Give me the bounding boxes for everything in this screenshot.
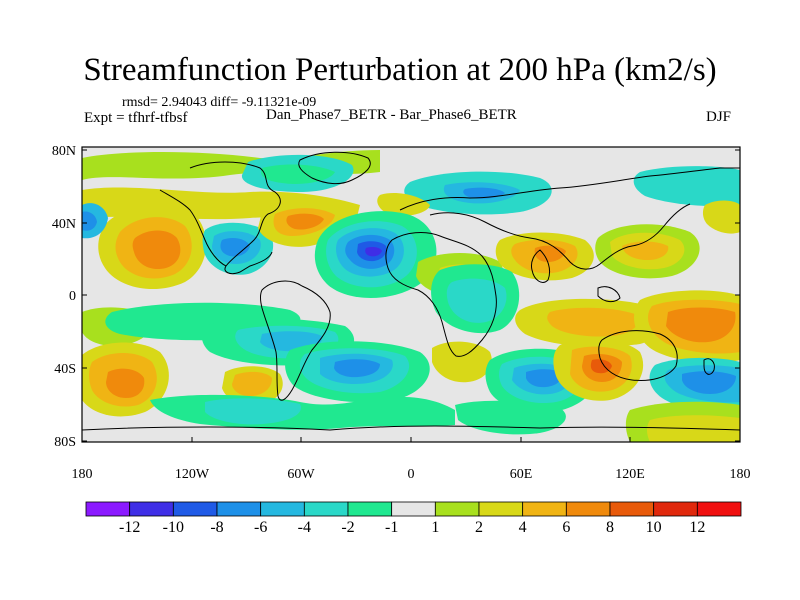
colorbar-swatch [653, 501, 698, 517]
contour-patch [82, 211, 97, 231]
contour-patch [432, 341, 492, 383]
colorbar-label: -10 [163, 519, 184, 536]
colorbar-label: 6 [562, 519, 570, 536]
lat-label: 0 [69, 289, 76, 304]
lat-label: 80N [52, 144, 76, 159]
colorbar-label: 1 [431, 519, 439, 536]
lat-labels: 80N 40N 0 40S 80S [52, 144, 76, 450]
contour-patch [260, 164, 335, 184]
colorbar-label: -1 [385, 519, 398, 536]
contour-patch [220, 238, 250, 257]
africa-coast [385, 232, 497, 357]
colorbar-label: -12 [119, 519, 140, 536]
colorbar-label: -8 [210, 519, 223, 536]
contour-patch [377, 193, 430, 216]
lat-label: 40N [52, 217, 76, 232]
rmsd-diff-stats: rmsd= 2.94043 diff= -9.11321e-09 [122, 95, 317, 110]
contour-patch [380, 147, 740, 179]
lon-label: 120W [175, 467, 210, 482]
contour-patch [132, 230, 181, 270]
contour-patch [590, 359, 612, 374]
contour-patch [702, 200, 740, 234]
new-zealand-coast [703, 358, 715, 375]
colorbar-label: 2 [475, 519, 483, 536]
contour-patch [334, 359, 380, 378]
australia-coast [598, 330, 678, 381]
contour-patch [232, 371, 272, 397]
contour-patch [205, 398, 301, 425]
colorbar-label: 12 [689, 519, 705, 536]
contour-patch [547, 307, 639, 337]
indonesia-coast [597, 286, 621, 303]
colorbar-swatch [172, 501, 218, 517]
colorbar-label: 10 [646, 519, 662, 536]
colorbar-swatch [216, 501, 262, 517]
colorbar-label: 4 [519, 519, 527, 536]
contour-patch [526, 369, 562, 388]
colorbar-swatch [260, 501, 305, 517]
colorbar-swatch [85, 501, 131, 517]
colorbar-swatch [609, 501, 655, 517]
north-america-west-coast [159, 189, 227, 267]
eurasia-south-coast [429, 203, 691, 270]
experiment-label: Expt = tfhrf-tfbsf [84, 110, 188, 126]
colorbar-swatch [434, 501, 480, 517]
contour-patch [106, 368, 145, 398]
coastlines [82, 151, 740, 431]
colorbar-swatch [478, 501, 524, 517]
lat-label: 80S [54, 435, 76, 450]
eurasia-north-coast [399, 167, 740, 211]
antarctica-coast [82, 425, 740, 431]
colorbar-swatch [347, 501, 393, 517]
india-coast [531, 249, 551, 283]
contour-patch [455, 400, 566, 435]
colorbar-label: 8 [606, 519, 614, 536]
contour-patch [365, 247, 382, 257]
chart-title: Streamfunction Perturbation at 200 hPa (… [83, 52, 717, 88]
lat-label: 40S [54, 362, 76, 377]
lon-label: 180 [72, 467, 93, 482]
contour-patch [682, 371, 736, 394]
colorbar: -12 -10 -8 -6 -4 -2 -1 1 2 4 6 8 10 12 [85, 501, 742, 536]
lon-label: 180 [730, 467, 751, 482]
lon-label: 0 [408, 467, 415, 482]
colorbar-label: -2 [341, 519, 354, 536]
season-label: DJF [706, 109, 732, 125]
lon-label: 60E [510, 467, 533, 482]
lon-label: 60W [287, 467, 315, 482]
colorbar-swatch [522, 501, 567, 517]
greenland-coast [298, 151, 371, 185]
colorbar-label: -4 [298, 519, 311, 536]
colorbar-swatch [129, 501, 174, 517]
south-america-coast [260, 280, 331, 401]
lon-label: 120E [615, 467, 645, 482]
north-america-coast [189, 161, 281, 275]
colorbar-swatch [696, 501, 742, 517]
lon-labels: 180 120W 60W 0 60E 120E 180 [72, 467, 751, 482]
contour-patch [633, 166, 740, 207]
contour-patch [446, 278, 507, 323]
lat-ticks [82, 149, 740, 442]
lon-ticks [81, 437, 741, 442]
colorbar-swatch [303, 501, 349, 517]
colorbar-swatch [391, 501, 436, 517]
contour-patch [666, 307, 736, 343]
colorbar-label: -6 [254, 519, 267, 536]
colorbar-swatch [565, 501, 611, 517]
contour-patch [286, 213, 324, 230]
case-comparison-label: Dan_Phase7_BETR - Bar_Phase6_BETR [266, 107, 517, 123]
